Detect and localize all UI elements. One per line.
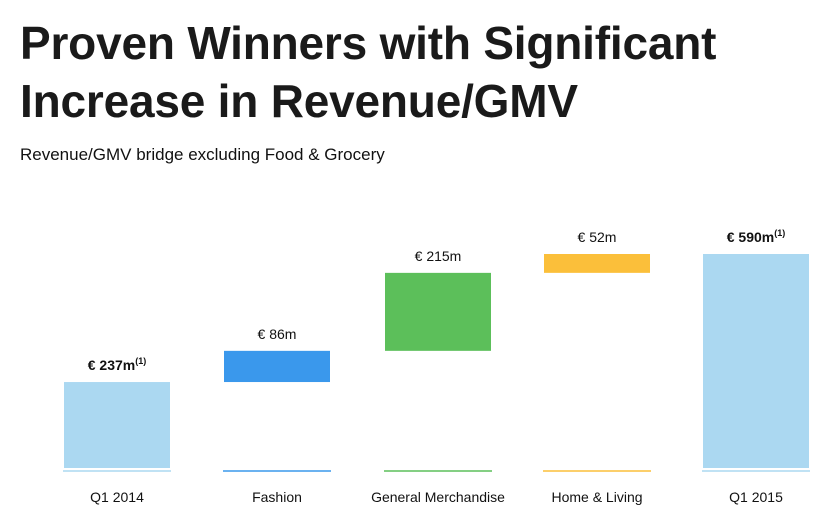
category-label-home-living: Home & Living bbox=[551, 489, 642, 505]
footnote-marker: (1) bbox=[135, 356, 146, 366]
category-label-general-merchandise: General Merchandise bbox=[371, 489, 505, 505]
page-title: Proven Winners with Significant Increase … bbox=[20, 14, 716, 130]
value-label-q1-2014: € 237m(1) bbox=[88, 356, 146, 373]
value-label-fashion: € 86m bbox=[258, 326, 297, 342]
bar-q1-2014 bbox=[64, 382, 170, 468]
value-label-home-living: € 52m bbox=[578, 229, 617, 245]
footnote-marker: (1) bbox=[774, 228, 785, 238]
chart-subtitle: Revenue/GMV bridge excluding Food & Groc… bbox=[20, 145, 385, 164]
value-label-general-merchandise: € 215m bbox=[415, 248, 462, 264]
bar-general-merchandise bbox=[385, 272, 491, 351]
bar-q1-2015 bbox=[703, 254, 809, 468]
bar-home-living bbox=[544, 254, 650, 273]
bar-fashion bbox=[224, 350, 330, 383]
category-label-q1-2015: Q1 2015 bbox=[729, 489, 783, 505]
title-line-1: Proven Winners with Significant bbox=[20, 17, 717, 69]
category-label-q1-2014: Q1 2014 bbox=[90, 489, 144, 505]
value-label-q1-2015: € 590m(1) bbox=[727, 228, 785, 245]
title-line-2: Increase in Revenue/GMV bbox=[20, 75, 578, 127]
category-label-fashion: Fashion bbox=[252, 489, 302, 505]
